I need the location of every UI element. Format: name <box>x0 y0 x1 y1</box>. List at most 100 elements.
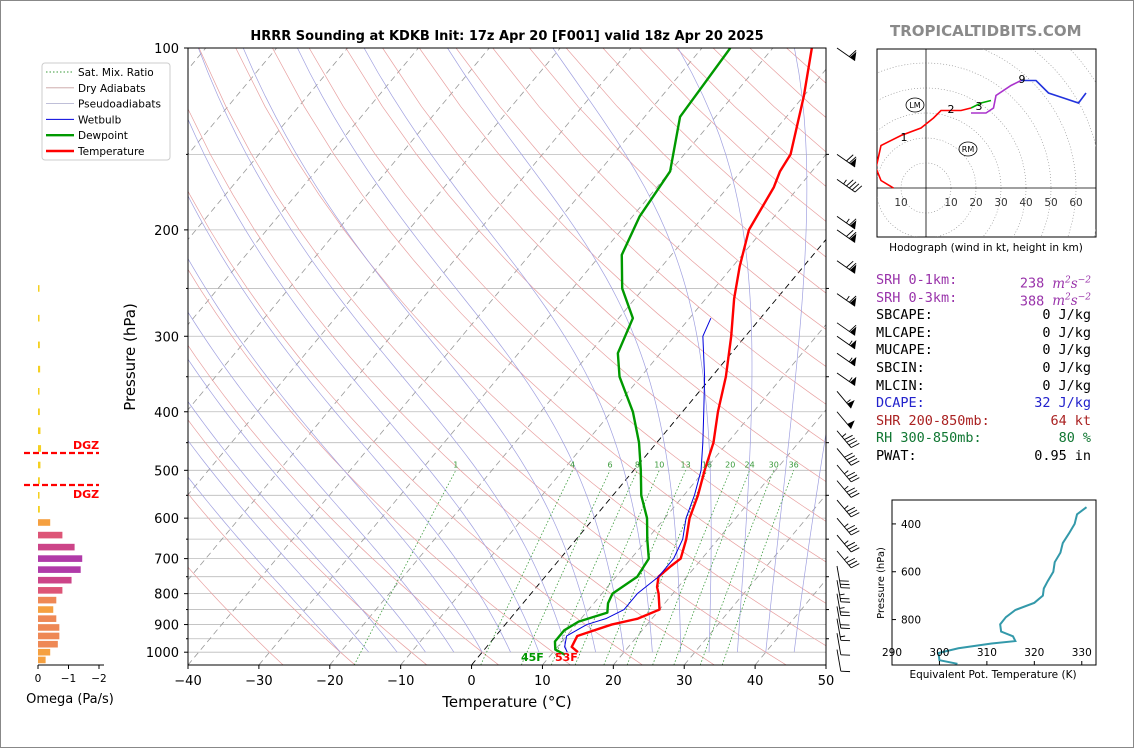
mixing-ratio-line <box>603 470 686 665</box>
wind-barb <box>836 216 857 230</box>
moist-adiabat-line <box>552 48 712 653</box>
x-tick-label: 0 <box>467 674 475 689</box>
theta-e-y-tick: 600 <box>901 567 921 579</box>
y-tick-label: 700 <box>154 553 179 568</box>
mixing-ratio-line <box>574 470 660 665</box>
svg-text:Pseudoadiabats: Pseudoadiabats <box>78 99 161 111</box>
wind-barb <box>836 448 860 466</box>
hodograph-ring-label: 40 <box>1019 197 1032 209</box>
moist-adiabat-line <box>188 440 370 653</box>
x-tick-label: 20 <box>605 674 622 689</box>
omega-bar <box>38 555 83 562</box>
moist-adiabat-line <box>297 48 625 653</box>
parameter-value: 80% <box>1058 430 1091 447</box>
wind-barb <box>836 179 863 193</box>
dry-adiabat-line <box>419 48 826 444</box>
mixing-ratio-line <box>626 470 708 665</box>
hodograph-ring-label: 20 <box>969 197 982 209</box>
dry-adiabat-line <box>272 48 826 604</box>
mixing-ratio-label: 16 <box>702 460 712 469</box>
wind-barb <box>836 322 857 336</box>
isotherm-line <box>329 68 826 665</box>
mixing-ratio-label: 1 <box>453 460 458 469</box>
moist-adiabat-line <box>188 358 426 653</box>
theta-e-x-tick: 320 <box>1024 647 1044 659</box>
omega-tick-label: −1 <box>61 673 76 685</box>
theta-e-x-label: Equivalent Pot. Temperature (K) <box>909 669 1076 681</box>
y-tick-label: 400 <box>154 406 179 421</box>
wind-barb <box>836 229 857 243</box>
x-tick-label: −20 <box>316 674 343 689</box>
hodograph-caption: Hodograph (wind in kt, height in km) <box>889 242 1083 254</box>
svg-text:LM: LM <box>909 101 920 110</box>
omega-bar <box>38 640 58 648</box>
mixing-ratio-line <box>673 470 750 665</box>
mixing-ratio-label: 36 <box>789 460 799 469</box>
storm-motion-marker: RM <box>958 141 978 157</box>
omega-bar <box>38 427 41 435</box>
surface-temperature-label: 53F <box>555 651 578 664</box>
x-tick-label: −40 <box>174 674 201 689</box>
isotherm-line <box>188 48 561 496</box>
wind-barb <box>836 606 851 629</box>
legend-entry: Dewpoint <box>46 130 128 142</box>
legend-entry: Sat. Mix. Ratio <box>46 67 154 79</box>
omega-bar <box>38 285 40 292</box>
y-tick-label: 800 <box>154 588 179 603</box>
hodograph-height-label: 3 <box>976 100 983 113</box>
theta-e-panel: 290 300 310 320 330 400 600 800 Equivalent Pot.… <box>876 499 1097 681</box>
dry-adiabat-line <box>455 48 826 405</box>
omega-bar <box>38 624 60 631</box>
legend-entry: Pseudoadiabats <box>46 99 161 111</box>
parameter-label: SRH 0-3km: <box>876 289 958 306</box>
isotherm-line <box>188 48 703 665</box>
svg-text:Dry Adiabats: Dry Adiabats <box>78 83 146 95</box>
theta-e-x-tick: 300 <box>929 647 949 659</box>
x-tick-label: 50 <box>818 674 835 689</box>
wind-barb <box>836 633 851 656</box>
hodograph-trace <box>1021 79 1087 104</box>
parameter-row: MLCIN: 0 J/kg <box>876 378 1091 396</box>
moist-adiabat-line <box>793 431 826 653</box>
parameter-label: SHR 200-850mb: <box>876 412 990 429</box>
parameter-row: SBCAPE: 0 J/kg <box>876 307 1091 325</box>
mixing-ratio-line <box>699 470 775 665</box>
parameter-label: SBCIN: <box>876 359 925 376</box>
wind-barb <box>836 47 857 61</box>
svg-text:Dewpoint: Dewpoint <box>78 130 128 142</box>
wind-barb <box>836 293 857 307</box>
hodograph-height-label: 1 <box>901 131 908 144</box>
wind-barb <box>836 352 857 367</box>
hodograph-panel: 10 10 20 30 40 50 60 LM RM 1 2 3 9 Hodograph (wind i… <box>876 48 1097 254</box>
mixing-ratio-label: 8 <box>635 460 640 469</box>
parameter-label: SRH 0-1km: <box>876 272 958 288</box>
omega-axis-label: Omega (Pa/s) <box>26 692 114 707</box>
storm-motion-marker: LM <box>905 97 925 113</box>
wind-barb <box>836 464 860 483</box>
theta-e-y-label: Pressure (hPa) <box>876 547 887 619</box>
omega-bar <box>38 566 81 573</box>
omega-bar <box>38 531 63 539</box>
omega-bar <box>38 314 40 322</box>
series-dewpoint-line <box>553 48 732 656</box>
svg-text:Temperature: Temperature <box>77 146 145 158</box>
moist-adiabat-line <box>188 476 341 653</box>
dry-adiabat-line <box>308 48 826 563</box>
dry-adiabat-line <box>188 419 428 665</box>
wind-barb <box>836 499 860 518</box>
omega-bar <box>38 587 63 594</box>
y-tick-label: 200 <box>154 224 179 239</box>
dry-adiabat-line <box>188 566 284 665</box>
parameter-list: SRH 0-1km: 238 m2s−2 SRH 0-3km: 388 m2s−2 SBCA… <box>876 272 1091 466</box>
hodograph-ring-label: 10 <box>944 197 957 209</box>
parameter-label: MUCAPE: <box>876 342 933 359</box>
omega-bar <box>38 648 51 656</box>
mixing-ratio-line <box>721 470 795 665</box>
wind-barb <box>836 391 855 409</box>
x-tick-label: 30 <box>676 674 693 689</box>
parameter-label: MLCIN: <box>876 377 925 394</box>
omega-bar <box>38 519 51 526</box>
theta-e-y-tick: 800 <box>901 615 921 627</box>
wind-barb <box>836 480 860 498</box>
mixing-ratio-label: 24 <box>745 460 755 469</box>
